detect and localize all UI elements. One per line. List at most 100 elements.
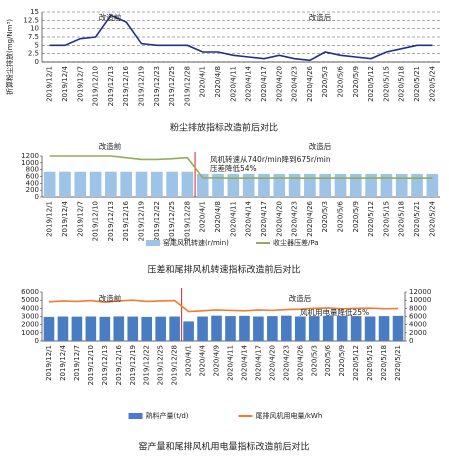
y-tick-label: 2000 (21, 321, 39, 329)
x-tick-label: 2019/12/1 (46, 66, 54, 102)
x-tick-label: 2019/12/10 (92, 201, 100, 241)
x-tick-label: 2019/12/4 (61, 65, 69, 101)
x-tick-label: 2020/5/24 (428, 65, 436, 101)
x-tick-label: 2020/5/9 (352, 66, 360, 97)
y-axis-label: 折算粉尘排放(mg/Nm³) (5, 19, 14, 95)
annotation: 风机用电量降低25% (300, 307, 369, 317)
bar (120, 171, 133, 197)
x-tick-label: 2020/5/3 (321, 201, 329, 232)
bar (426, 173, 439, 197)
bar (239, 315, 250, 341)
bar (336, 315, 348, 341)
x-tick-label: 2020/5/21 (413, 201, 421, 237)
x-tick-label: 2019/12/28 (171, 345, 179, 385)
line (49, 14, 433, 62)
x-tick-label: 2020/5/21 (413, 66, 421, 102)
bar (89, 171, 102, 197)
x-tick-label: 2019/12/1 (46, 201, 54, 237)
y-tick-label: 5000 (21, 296, 39, 304)
x-tick-label: 2020/5/6 (337, 200, 345, 232)
legend-swatch (128, 413, 143, 419)
bar (127, 316, 139, 341)
annotation: 改造后 (289, 293, 312, 303)
x-tick-label: 2019/12/16 (122, 200, 130, 241)
bar (155, 316, 166, 341)
annotation: 改造后 (309, 141, 332, 151)
annotation: 改造前 (99, 12, 122, 22)
x-tick-label: 2019/12/10 (87, 345, 95, 385)
x-tick-label: 2019/12/19 (129, 345, 137, 385)
x-tick-label: 2019/12/4 (59, 344, 67, 380)
bar (59, 171, 71, 197)
x-tick-label: 2020/4/17 (260, 201, 268, 237)
x-tick-label: 2020/5/3 (321, 66, 329, 97)
x-tick-label: 2020/4/26 (306, 200, 314, 236)
bar (253, 316, 264, 341)
bar (392, 315, 404, 341)
y-tick-label: 5 (35, 41, 39, 49)
annotation: 改造前 (99, 293, 122, 303)
x-tick-label: 2020/5/12 (367, 201, 375, 237)
x-tick-label: 2020/5/24 (428, 200, 436, 236)
bar (225, 316, 236, 341)
bar (57, 316, 69, 341)
x-tick-label: 2020/4/1 (185, 345, 193, 376)
y2-tick-label: 12000 (409, 288, 431, 296)
bar (183, 321, 194, 341)
x-tick-label: 2019/12/22 (153, 201, 161, 241)
x-tick-label: 2020/4/9 (213, 345, 221, 376)
bar (242, 173, 255, 197)
x-tick-label: 2020/4/11 (226, 345, 234, 381)
x-tick-label: 2020/4/11 (229, 201, 237, 237)
x-tick-label: 2020/5/9 (352, 201, 360, 232)
y-tick-label: 1000 (21, 329, 39, 337)
x-tick-label: 2020/4/20 (275, 66, 283, 102)
x-tick-label: 2020/4/20 (275, 201, 283, 237)
y-tick-label: 7.5 (28, 33, 39, 41)
legend-swatch (146, 240, 160, 246)
y-tick-label: 800 (26, 166, 39, 174)
x-tick-label: 2019/12/28 (183, 201, 191, 241)
bar (281, 315, 292, 341)
bar (334, 174, 347, 197)
x-tick-label: 2020/4/11 (229, 66, 237, 102)
x-tick-label: 2020/5/18 (398, 66, 406, 102)
legend-label: 窑尾风机转速(r/min) (163, 238, 229, 247)
annotation: 改造后 (309, 12, 332, 22)
y-tick-label: 0 (35, 337, 39, 345)
x-tick-label: 2020/4/8 (214, 201, 222, 232)
x-tick-label: 2020/5/6 (337, 65, 345, 97)
chart-title: 窑产量和尾排风机用电量指标改造前后对比 (138, 441, 309, 453)
x-tick-label: 2019/12/16 (115, 344, 123, 385)
bar (227, 173, 240, 197)
bar (43, 316, 55, 341)
x-tick-label: 2020/5/6 (324, 344, 332, 376)
y-tick-label: 10 (30, 25, 39, 33)
bar (181, 171, 194, 197)
y-tick-label: 1200 (21, 152, 39, 160)
bar (43, 171, 56, 197)
line (48, 299, 399, 313)
bar (380, 173, 393, 197)
chart-title: 压差和尾排风机转速指标改造前后对比 (147, 264, 300, 276)
bar (267, 316, 278, 341)
bar (105, 171, 117, 197)
x-tick-label: 2020/5/3 (310, 345, 318, 376)
bar (211, 315, 222, 341)
x-tick-label: 2020/4/20 (268, 345, 276, 381)
y2-tick-label: 6000 (409, 313, 427, 321)
bar (349, 173, 362, 197)
x-tick-label: 2019/12/22 (143, 345, 151, 385)
y2-tick-label: 8000 (409, 304, 427, 312)
x-tick-label: 2019/12/16 (122, 65, 130, 106)
y-tick-label: 3000 (21, 313, 39, 321)
annotation: 压差降低54% (210, 163, 257, 173)
bar (150, 171, 163, 197)
bar (319, 173, 332, 197)
y-tick-label: 0 (35, 193, 39, 201)
legend-label: 熟料产量(t/d) (146, 411, 189, 420)
x-tick-label: 2020/4/23 (282, 345, 290, 381)
bar (196, 173, 209, 197)
x-tick-label: 2020/5/12 (367, 66, 375, 102)
